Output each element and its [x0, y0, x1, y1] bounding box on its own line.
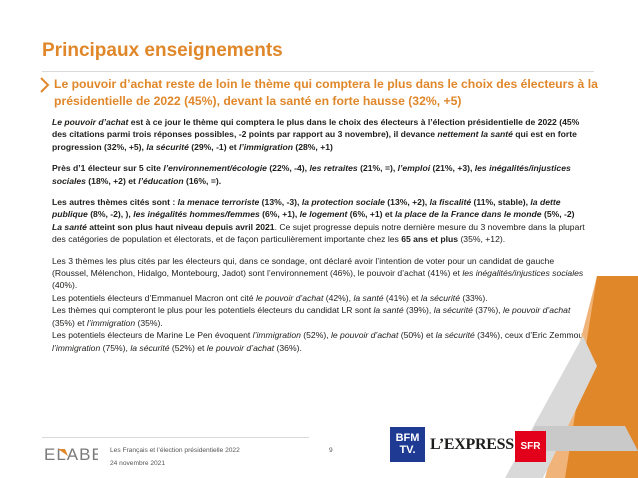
- footer-divider: [42, 437, 309, 438]
- footer-date: 24 novembre 2021: [110, 460, 165, 467]
- text-run: la place de la France dans le monde: [395, 209, 542, 219]
- text-run: le pouvoir d’achat: [331, 330, 398, 340]
- text-run: (52%),: [301, 330, 331, 340]
- text-run: l’environnement/écologie: [163, 163, 267, 173]
- text-run: (13%, -3),: [259, 197, 302, 207]
- paragraph-health: La santé atteint son plus haut niveau de…: [52, 221, 587, 246]
- text-run: (11%, stable),: [471, 197, 530, 207]
- text-run: (22%, -4),: [267, 163, 310, 173]
- text-run: le pouvoir d’achat: [207, 343, 274, 353]
- text-run: les inégalités hommes/femmes: [133, 209, 260, 219]
- text-run: la sécurité: [421, 293, 460, 303]
- text-run: (5%, -2): [542, 209, 575, 219]
- text-run: le logement: [300, 209, 348, 219]
- text-run: l’immigration: [253, 330, 301, 340]
- text-run: (37%),: [473, 305, 503, 315]
- page-title: Principaux enseignements: [42, 40, 283, 62]
- elabe-logo-text: ELABE: [44, 445, 98, 464]
- text-run: (36%).: [274, 343, 302, 353]
- text-run: (52%) et: [170, 343, 207, 353]
- text-run: (75%),: [100, 343, 130, 353]
- text-run: Les potentiels électeurs de Marine Le Pe…: [52, 330, 253, 340]
- text-run: les retraites: [309, 163, 357, 173]
- sfr-logo: SFR: [515, 431, 546, 462]
- text-run: (18%, +2) et: [86, 176, 138, 186]
- text-run: la protection sociale: [302, 197, 385, 207]
- text-run: (35%).: [135, 318, 163, 328]
- text-run: Les autres thèmes cités sont :: [52, 197, 178, 207]
- text-run: Près d’1 électeur sur 5 cite: [52, 163, 163, 173]
- paragraph-one-in-five: Près d’1 électeur sur 5 cite l’environne…: [52, 162, 587, 187]
- text-run: Le pouvoir d’achat: [52, 117, 128, 127]
- text-run: l’immigration: [52, 343, 100, 353]
- text-run: l’immigration: [87, 318, 135, 328]
- text-run: (16%, =).: [184, 176, 222, 186]
- page-number: 9: [329, 447, 333, 454]
- text-run: (42%),: [323, 293, 353, 303]
- text-run: (50%) et: [398, 330, 435, 340]
- text-run: (35%) et: [52, 318, 87, 328]
- paragraph-summary: Le pouvoir d’achat est à ce jour le thèm…: [52, 116, 587, 153]
- text-run: l’emploi: [398, 163, 430, 173]
- lexpress-logo: L’EXPRESS: [430, 436, 514, 454]
- chevron-right-icon: [38, 76, 52, 94]
- text-run: (8%, -2), ),: [88, 209, 133, 219]
- text-run: 65 ans et plus: [401, 234, 458, 244]
- elabe-logo: ELABE: [44, 444, 98, 464]
- text-run: (33%).: [460, 293, 488, 303]
- text-run: La santé: [52, 222, 87, 232]
- footer-report-title: Les Français et l’élection présidentiell…: [110, 447, 240, 454]
- text-run: la fiscalité: [430, 197, 472, 207]
- text-run: la santé: [353, 293, 383, 303]
- text-run: (41%) et: [384, 293, 421, 303]
- text-run: (21%, +3),: [430, 163, 475, 173]
- text-run: (21%, =),: [358, 163, 398, 173]
- text-run: l’immigration: [239, 142, 293, 152]
- text-run: la sécurité: [434, 305, 473, 315]
- paragraph-other-themes: Les autres thèmes cités sont : la menace…: [52, 196, 587, 221]
- text-run: nettement la santé: [437, 129, 512, 139]
- text-run: le pouvoir d’achat: [256, 293, 323, 303]
- text-run: (40%).: [52, 280, 77, 290]
- text-run: la menace terroriste: [178, 197, 260, 207]
- text-run: Les thèmes qui compteront le plus pour l…: [52, 305, 374, 315]
- key-finding-subtitle: Le pouvoir d’achat reste de loin le thèm…: [54, 76, 600, 110]
- text-run: l’éducation: [138, 176, 183, 186]
- text-run: (13%, +2),: [385, 197, 430, 207]
- text-run: la sécurité: [436, 330, 475, 340]
- bfmtv-logo: BFM TV.: [390, 427, 425, 462]
- text-run: Les potentiels électeurs d’Emmanuel Macr…: [52, 293, 256, 303]
- text-run: (29%, -1) et: [189, 142, 239, 152]
- text-run: (6%, +1) et: [347, 209, 395, 219]
- bfmtv-logo-line2: TV.: [390, 444, 425, 456]
- text-run: la sécurité: [146, 142, 189, 152]
- text-run: atteint son plus haut niveau depuis avri…: [87, 222, 275, 232]
- title-divider: [42, 71, 594, 72]
- text-run: la sécurité: [130, 343, 169, 353]
- text-run: (28%, +1): [293, 142, 333, 152]
- text-run: (35%, +12).: [458, 234, 505, 244]
- text-run: la santé: [374, 305, 404, 315]
- text-run: (6%, +1),: [260, 209, 300, 219]
- bfmtv-logo-line1: BFM: [390, 432, 425, 444]
- text-run: (39%),: [404, 305, 434, 315]
